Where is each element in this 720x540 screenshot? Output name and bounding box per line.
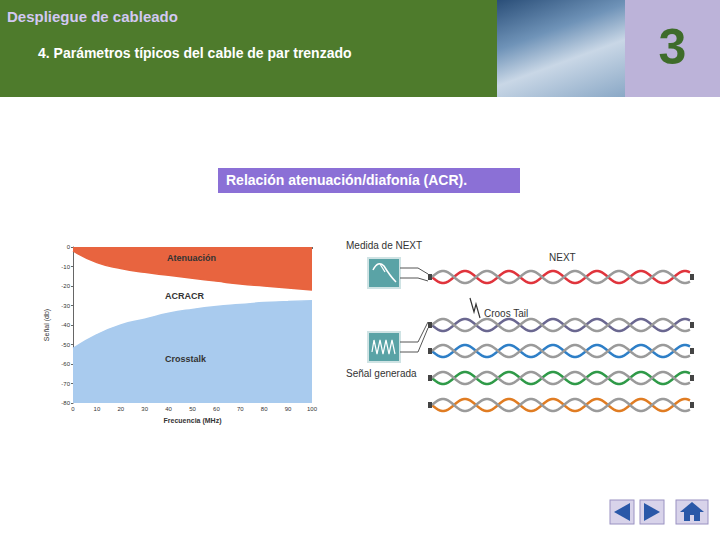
svg-text:-70: -70 — [61, 381, 70, 387]
svg-text:10: 10 — [94, 406, 101, 412]
svg-text:-60: -60 — [61, 361, 70, 367]
svg-text:0: 0 — [71, 406, 75, 412]
svg-text:Medida de NEXT: Medida de NEXT — [346, 240, 422, 251]
svg-text:20: 20 — [117, 406, 124, 412]
svg-text:0: 0 — [67, 244, 71, 250]
svg-text:Croos Tail: Croos Tail — [484, 308, 528, 319]
svg-text:-10: -10 — [61, 264, 70, 270]
html-text:4. Parámetros típicos del cabl: 4. Parámetros típicos del cable de par t… — [38, 45, 352, 61]
svg-text:-50: -50 — [61, 342, 70, 348]
html-text:3: 3 — [658, 19, 687, 75]
svg-text:Atenuación: Atenuación — [167, 253, 216, 263]
svg-text:ACRACR: ACRACR — [165, 291, 204, 301]
svg-text:-80: -80 — [61, 400, 70, 406]
svg-text:100: 100 — [307, 406, 318, 412]
svg-text:70: 70 — [237, 406, 244, 412]
html-text:Despliegue de cableado: Despliegue de cableado — [7, 8, 178, 25]
svg-text:40: 40 — [165, 406, 172, 412]
svg-text:30: 30 — [141, 406, 148, 412]
svg-text:Crosstalk: Crosstalk — [165, 354, 207, 364]
html-text:Relación atenuación/diafonía (: Relación atenuación/diafonía (ACR). — [226, 172, 468, 188]
svg-text:-40: -40 — [61, 322, 70, 328]
svg-text:Frecuencia (MHz): Frecuencia (MHz) — [164, 417, 222, 425]
svg-text:50: 50 — [189, 406, 196, 412]
svg-text:80: 80 — [261, 406, 268, 412]
svg-text:NEXT: NEXT — [549, 252, 576, 263]
svg-text:60: 60 — [213, 406, 220, 412]
svg-text:Señal generada: Señal generada — [346, 368, 417, 379]
svg-text:-20: -20 — [61, 283, 70, 289]
svg-text:90: 90 — [285, 406, 292, 412]
svg-text:Señal (db): Señal (db) — [43, 309, 51, 341]
svg-text:-30: -30 — [61, 303, 70, 309]
